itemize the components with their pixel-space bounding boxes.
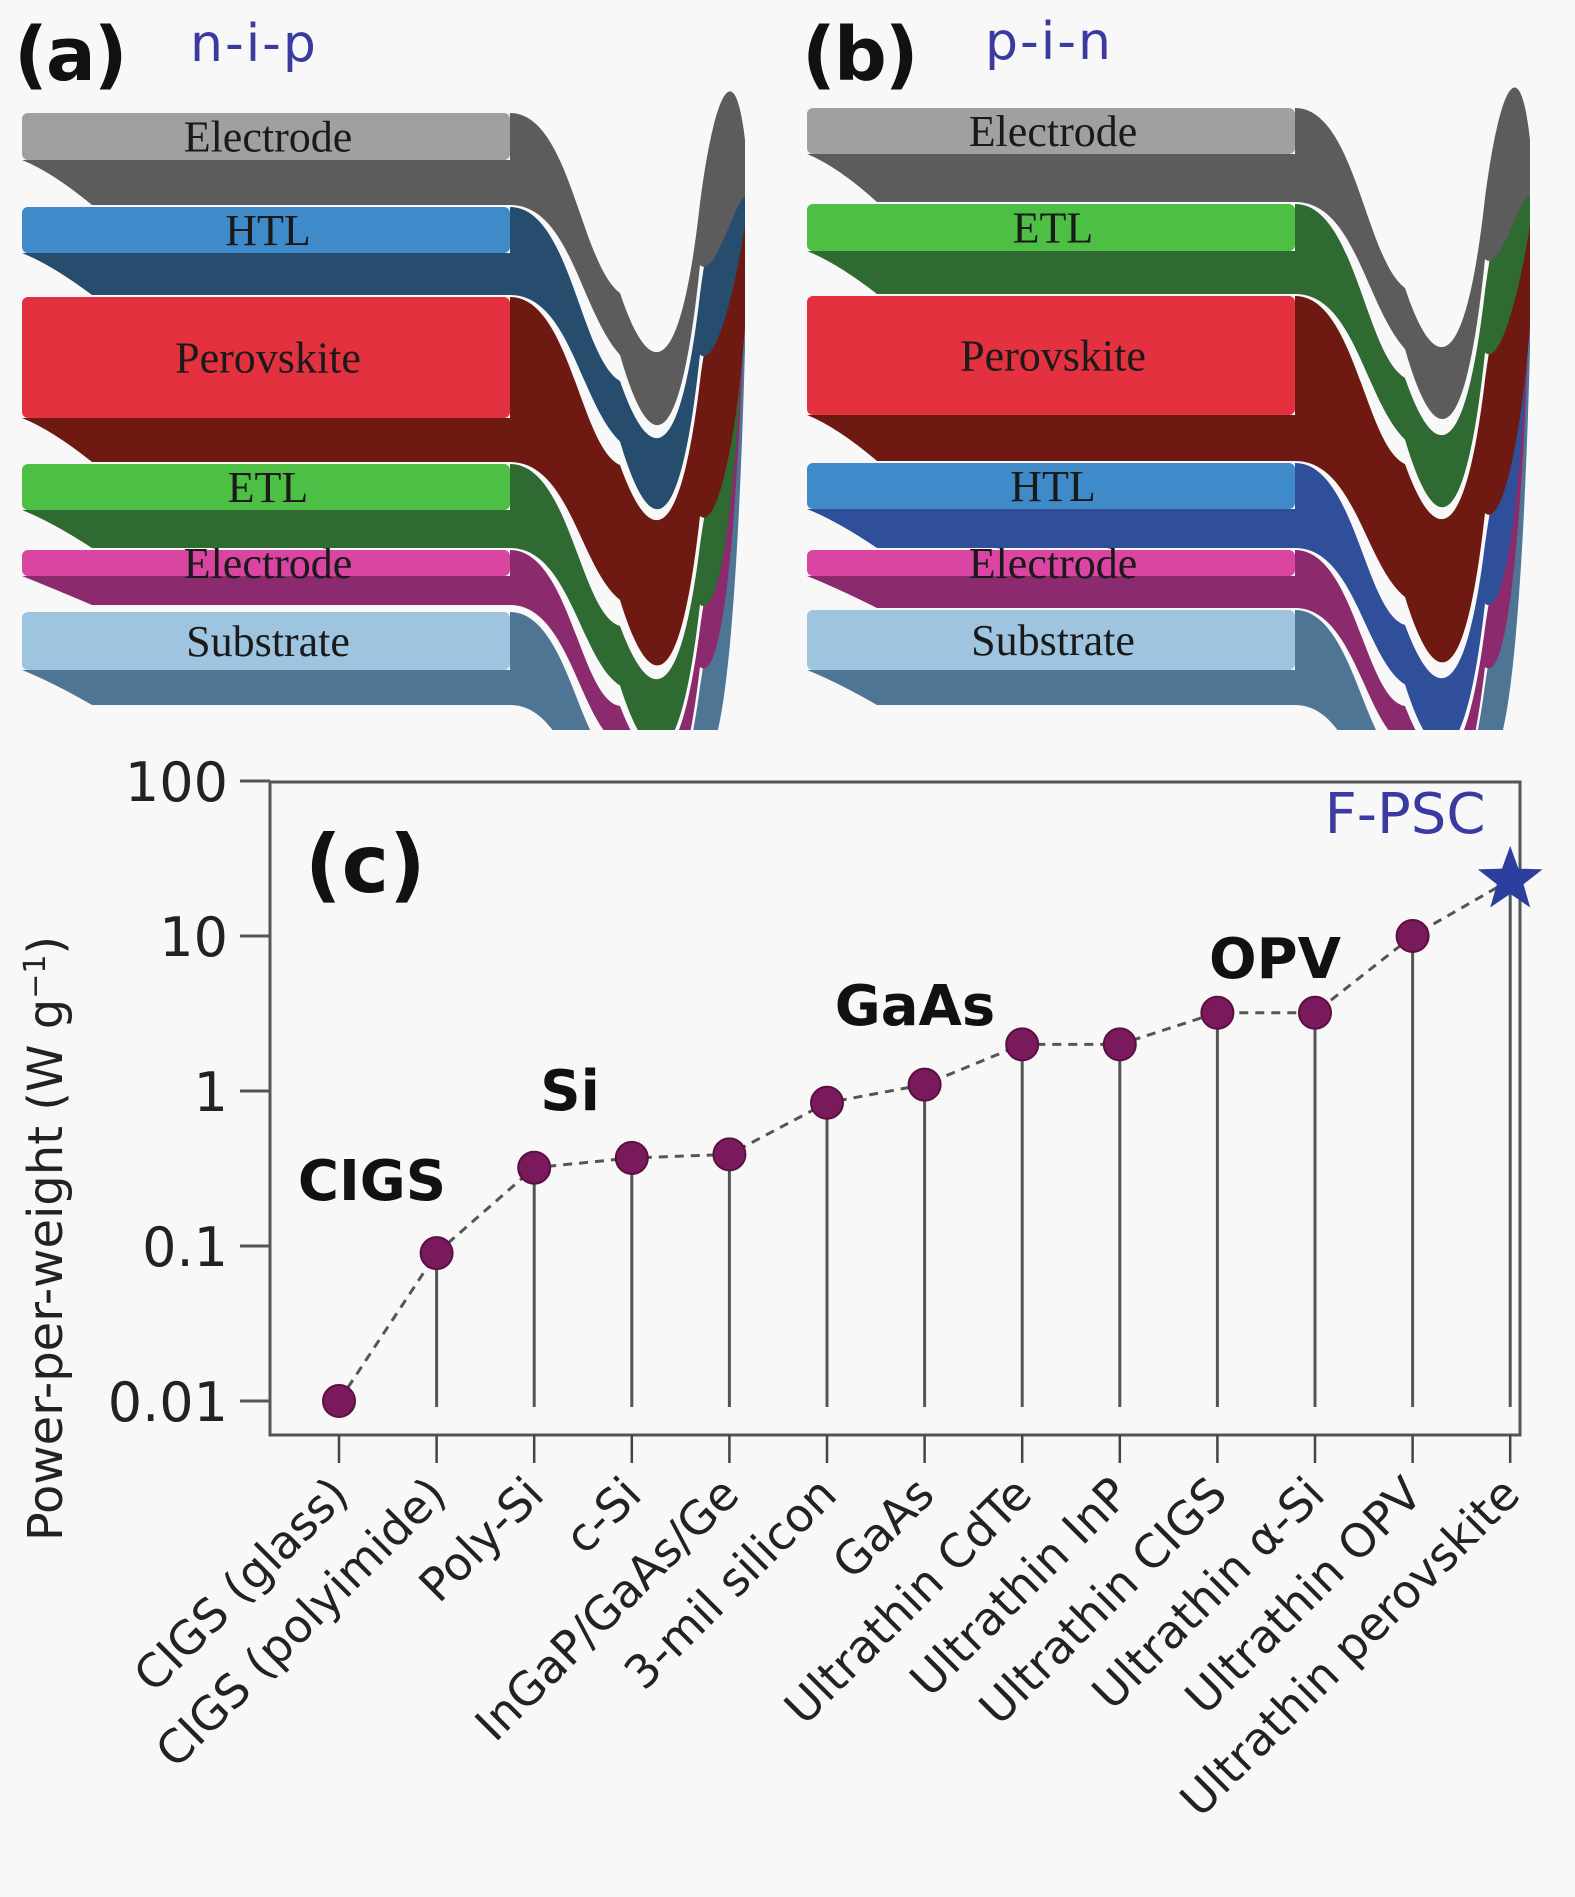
layer-bend (1295, 161, 1530, 508)
layer-label: Electrode (969, 107, 1138, 156)
annotation-opv: OPV (1209, 927, 1342, 992)
y-tick-label: 10 (159, 906, 228, 969)
layer-bend (1295, 196, 1530, 663)
data-point-3-mil-silicon (810, 1085, 844, 1120)
layer-label: Perovskite (960, 332, 1146, 381)
panel-b-config: p-i-n (985, 12, 1113, 72)
layer-etl-b1: ETL (807, 161, 1530, 508)
layer-face (807, 108, 1295, 154)
nip-device-stack: SubstrateElectrodeETLPerovskiteHTLElectr… (22, 91, 745, 730)
layer-bend (510, 162, 745, 510)
layer-face (807, 204, 1295, 251)
layer-label: ETL (1013, 204, 1094, 253)
layer-perovskite-b2: Perovskite (807, 196, 1530, 663)
y-tick-label: 0.01 (108, 1371, 228, 1434)
data-point-ultrathin-cdte (1005, 1027, 1040, 1062)
plot-frame (268, 780, 1522, 1437)
pin-device-stack: SubstrateElectrodeHTLPerovskiteETLElectr… (807, 87, 1530, 730)
layer-underside (22, 576, 510, 605)
layer-underside (22, 253, 510, 295)
layer-face (807, 610, 1295, 670)
layer-label: Perovskite (175, 334, 361, 383)
layer-etl-a3: ETL (22, 224, 745, 730)
layer-label: ETL (228, 463, 309, 512)
data-point-ultrathin-opv (1395, 919, 1430, 953)
layer-label: Electrode (184, 113, 353, 162)
annotation-si: Si (540, 1059, 600, 1124)
layer-htl-a1: HTL (22, 162, 745, 510)
panel-a-config: n-i-p (190, 14, 318, 74)
panel-a-label: (a) (14, 12, 128, 98)
layer-bend (510, 280, 745, 730)
layer-bend (1295, 280, 1530, 730)
layer-underside (807, 670, 1295, 705)
layer-underside (22, 160, 510, 205)
layer-face (22, 297, 510, 418)
y-tick-label: 1 (194, 1061, 228, 1124)
layer-htl-b3: HTL (807, 224, 1530, 730)
power-per-weight-chart: 100 10 1 0.1 0.01 Power-per-weight (W g−1) (c)… (18, 751, 1543, 1827)
layer-face (807, 296, 1295, 415)
layer-underside (22, 510, 510, 548)
layer-face (22, 113, 510, 160)
layer-underside (807, 251, 1295, 294)
y-axis-label: Power-per-weight (W g−1) (18, 936, 75, 1541)
layer-face (22, 612, 510, 670)
panel-b-label: (b) (802, 12, 919, 98)
layer-perovskite-a2: Perovskite (22, 196, 745, 666)
data-point-cigs-polyimide (419, 1236, 454, 1271)
layer-underside (807, 509, 1295, 548)
data-point-ingap-gaas-ge (712, 1137, 747, 1172)
data-point-ultrathin-perovskite (1477, 845, 1543, 908)
annotation-f-psc: F-PSC (1325, 782, 1486, 847)
layer-face (807, 550, 1295, 576)
layer-electrode-a0: Electrode (22, 91, 745, 426)
layer-underside (807, 576, 1295, 608)
layer-bend (1295, 87, 1530, 420)
data-point-poly-si (517, 1150, 552, 1185)
layer-underside (807, 415, 1295, 461)
layer-face (22, 550, 510, 576)
layer-label: Substrate (186, 617, 350, 666)
layer-substrate-b5: Substrate (807, 280, 1530, 730)
layer-label: HTL (1010, 462, 1096, 511)
layer-label: HTL (225, 206, 311, 255)
data-point-ultrathin-si (1298, 995, 1332, 1030)
layer-bend (510, 196, 745, 666)
annotation-cigs: CIGS (298, 1149, 446, 1214)
y-tick-label: 100 (125, 751, 228, 814)
layer-substrate-a5: Substrate (22, 280, 745, 730)
layer-face (22, 464, 510, 510)
data-point-gaas (907, 1067, 942, 1102)
annotation-gaas: GaAs (835, 974, 995, 1039)
layer-face (807, 463, 1295, 509)
data-point-ultrathin-inp (1102, 1027, 1137, 1062)
layer-electrode-b0: Electrode (807, 87, 1530, 420)
y-tick-label: 0.1 (142, 1216, 228, 1279)
layer-underside (22, 418, 510, 462)
layer-underside (22, 670, 510, 705)
data-point-ultrathin-cigs (1200, 995, 1235, 1030)
layer-bend (510, 91, 745, 426)
data-point-c-si (614, 1140, 649, 1175)
layer-label: Substrate (971, 616, 1135, 665)
data-point-cigs-glass (322, 1384, 356, 1418)
layer-underside (807, 154, 1295, 202)
panel-c-label: (c) (305, 818, 426, 911)
layer-face (22, 207, 510, 253)
